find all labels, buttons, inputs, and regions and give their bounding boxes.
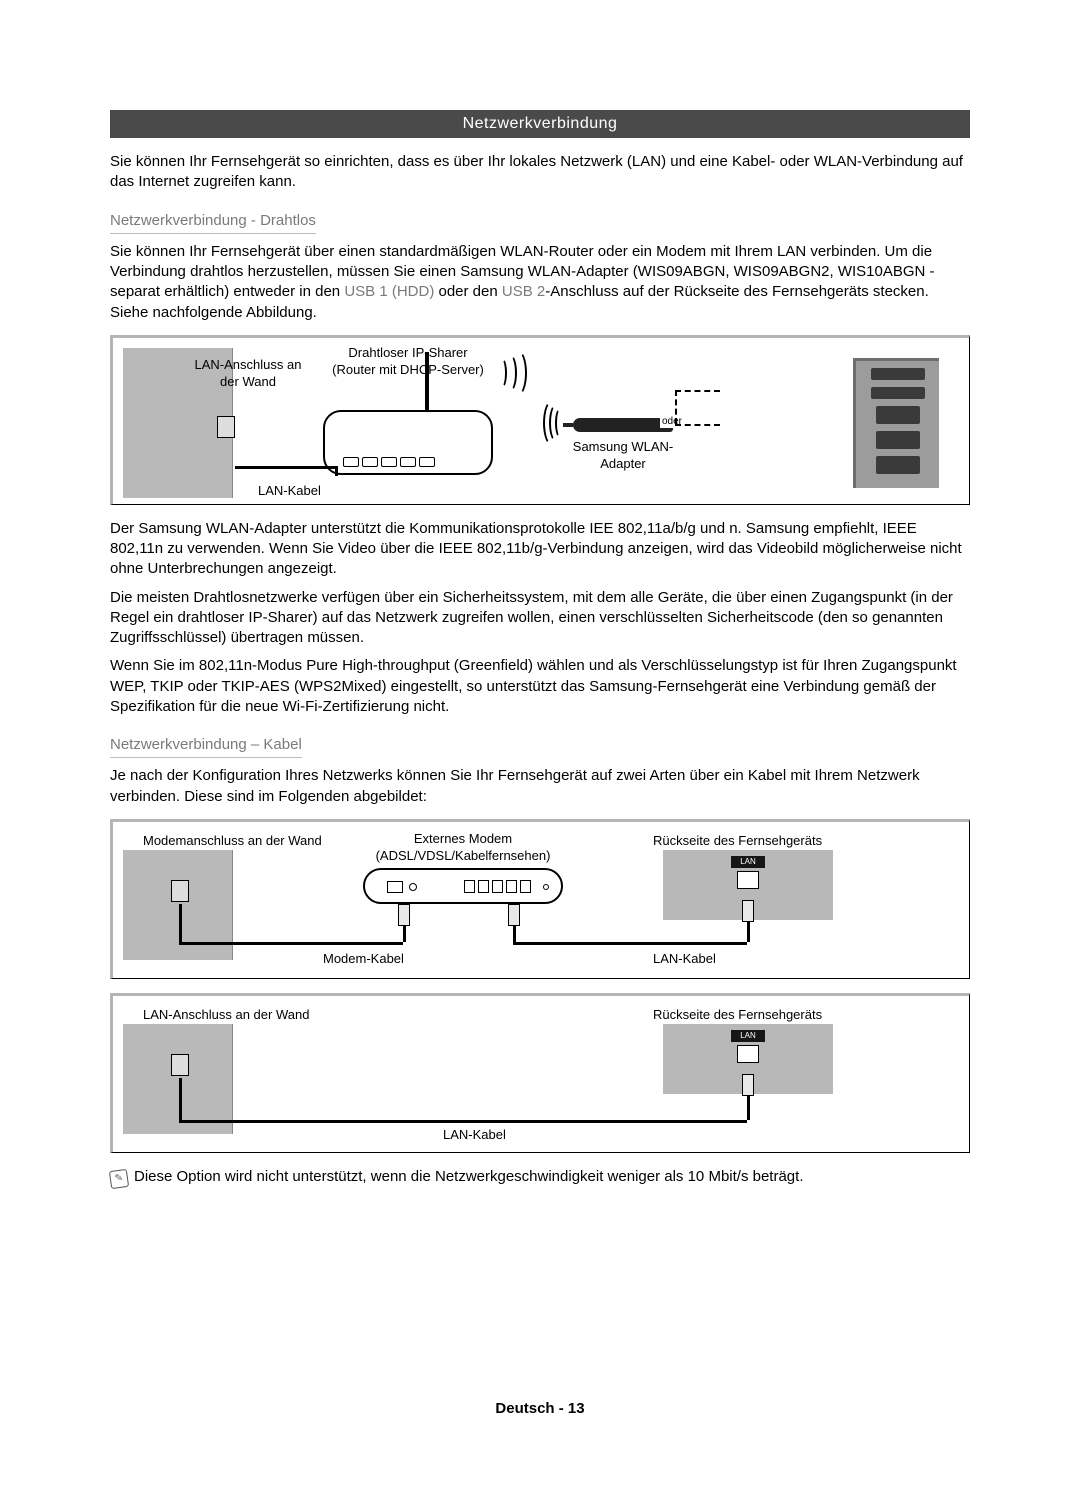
- router-label-l2: (Router mit DHCP-Server): [313, 361, 503, 379]
- router-icon: [323, 410, 493, 475]
- dash-line-2: [675, 424, 720, 426]
- cable-drop: [335, 466, 338, 476]
- lan-kabel-label: LAN-Kabel: [258, 482, 321, 500]
- tv-back-label: Rückseite des Fernsehgeräts: [653, 832, 822, 850]
- cable-figure-2: LAN-Anschluss an der Wand Rückseite des …: [110, 993, 970, 1153]
- tv-side-panel-icon: [853, 358, 939, 488]
- wall-label: LAN-Anschluss an der Wand: [173, 356, 323, 391]
- modem-plug-right-icon: [508, 904, 520, 926]
- wall-jack-2-icon: [171, 880, 189, 902]
- lan-port-label: LAN: [731, 856, 765, 868]
- wireless-p3: Die meisten Drahtlosnetzwerke verfügen ü…: [110, 588, 970, 649]
- wireless-p1: Sie können Ihr Fernsehgerät über einen s…: [110, 242, 970, 323]
- ext-modem-l2: (ADSL/VDSL/Kabelfernsehen): [363, 847, 563, 865]
- modem-plug-left-icon: [398, 904, 410, 926]
- intro-text: Sie können Ihr Fernsehgerät so einrichte…: [110, 152, 970, 193]
- lan-port-label-2: LAN: [731, 1030, 765, 1042]
- wireless-p4: Wenn Sie im 802,11n-Modus Pure High-thro…: [110, 656, 970, 717]
- wireless-p1b: oder den: [434, 283, 502, 300]
- wall-panel-3: [123, 1024, 233, 1134]
- note-icon: ✎: [109, 1169, 129, 1189]
- dash-line-1: [675, 390, 720, 392]
- lan-kabel-label-2: LAN-Kabel: [653, 950, 716, 968]
- wireless-figure: LAN-Anschluss an der Wand Drahtloser IP-…: [110, 335, 970, 505]
- wall-label-l2: der Wand: [173, 373, 323, 391]
- lan-kabel-label-3: LAN-Kabel: [443, 1126, 506, 1144]
- note-line: ✎ Diese Option wird nicht unterstützt, we…: [110, 1167, 970, 1188]
- usb2-label: USB 2: [502, 283, 545, 300]
- router-label: Drahtloser IP-Sharer (Router mit DHCP-Se…: [313, 344, 503, 379]
- adapter-label-l2: Adapter: [558, 455, 688, 473]
- ext-modem-l1: Externes Modem: [363, 830, 563, 848]
- cable-heading: Netzwerkverbindung – Kabel: [110, 735, 302, 758]
- section-banner: Netzwerkverbindung: [110, 110, 970, 138]
- tv-back-label-2: Rückseite des Fernsehgeräts: [653, 1006, 822, 1024]
- ext-modem-label: Externes Modem (ADSL/VDSL/Kabelfernsehen…: [363, 830, 563, 865]
- wall-label-l1: LAN-Anschluss an: [173, 356, 323, 374]
- router-label-l1: Drahtloser IP-Sharer: [313, 344, 503, 362]
- cable-figure-1: Modemanschluss an der Wand Externes Mode…: [110, 819, 970, 979]
- adapter-label-l1: Samsung WLAN-: [558, 438, 688, 456]
- wlan-adapter-icon: [573, 418, 673, 432]
- dash-line-v: [675, 390, 677, 424]
- modem-kabel-label: Modem-Kabel: [323, 950, 404, 968]
- cable-intro: Je nach der Konfiguration Ihres Netzwerk…: [110, 766, 970, 807]
- adapter-label: Samsung WLAN- Adapter: [558, 438, 688, 473]
- note-text: Diese Option wird nicht unterstützt, wen…: [134, 1168, 804, 1185]
- page-footer: Deutsch - 13: [0, 1399, 1080, 1419]
- oder-label: oder: [660, 415, 684, 429]
- modem-wall-label: Modemanschluss an der Wand: [143, 832, 322, 850]
- lan-cable-line: [235, 466, 335, 469]
- tv-plug-icon: [742, 900, 754, 922]
- wall-label-3: LAN-Anschluss an der Wand: [143, 1006, 309, 1024]
- wall-jack-3-icon: [171, 1054, 189, 1076]
- wireless-p2: Der Samsung WLAN-Adapter unterstützt die…: [110, 519, 970, 580]
- usb1-label: USB 1 (HDD): [344, 283, 434, 300]
- modem-icon: [363, 868, 563, 904]
- tv-plug-2-icon: [742, 1074, 754, 1096]
- wall-jack-icon: [217, 416, 235, 438]
- wireless-heading: Netzwerkverbindung - Drahtlos: [110, 211, 316, 234]
